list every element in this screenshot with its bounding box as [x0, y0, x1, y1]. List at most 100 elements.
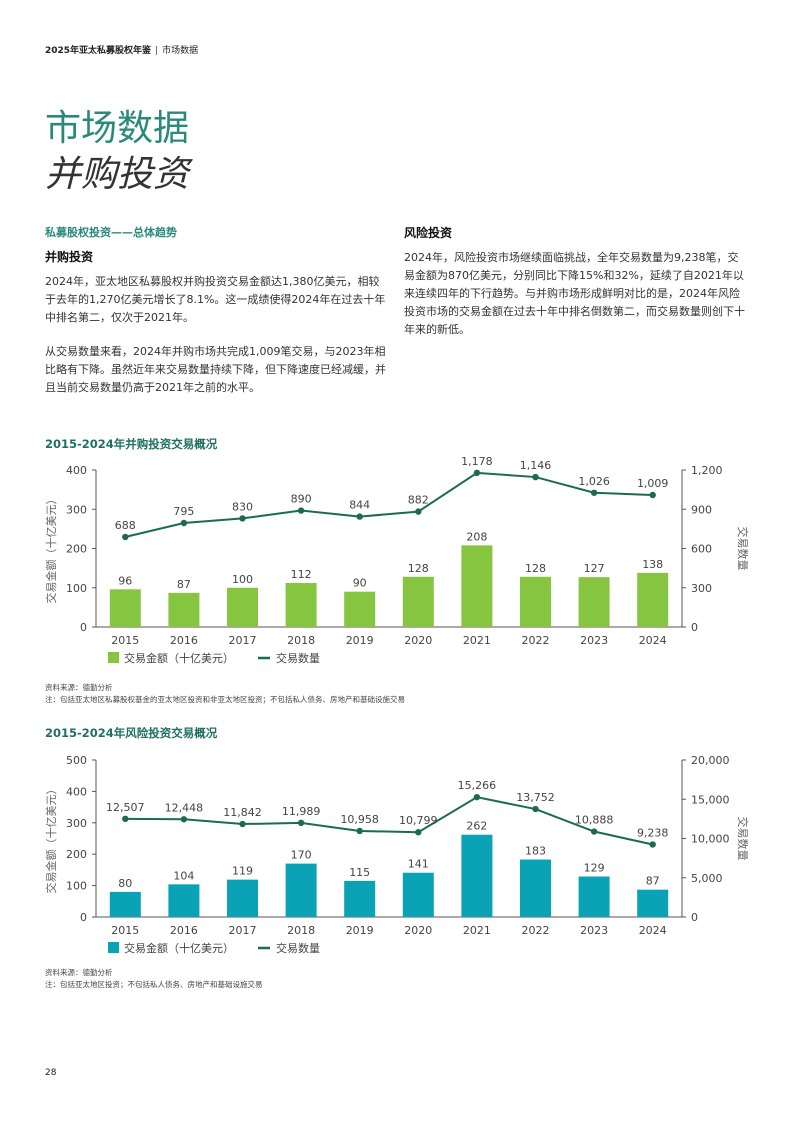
vc-bar-2022: [520, 859, 551, 917]
vc-y2-tick-label: 15,000: [691, 793, 730, 806]
buyout-x-tick-label: 2015: [111, 634, 139, 647]
buyout-chart-note: 注：包括亚太地区私募股权基金的亚太地区投资和非亚太地区投资；不包括私人债务、房地…: [45, 695, 405, 704]
buyout-y2-tick-label: 600: [691, 543, 712, 556]
section-tag: 私募股权投资——总体趋势: [45, 226, 177, 239]
vc-y-tick-label: 400: [66, 785, 87, 798]
vc-count-label-2023: 10,888: [575, 814, 614, 827]
header-book-title: 2025年亚太私募股权年鉴: [45, 46, 152, 56]
vc-count-label-2018: 11,989: [282, 805, 321, 818]
buyout-count-label-2020: 882: [408, 494, 429, 507]
buyout-y2-axis-title: 交易数量: [736, 527, 750, 571]
buyout-x-tick-label: 2021: [463, 634, 491, 647]
buyout-count-label-2024: 1,009: [637, 477, 669, 490]
vc-bar-2018: [285, 863, 317, 917]
vc-chart-title: 2015-2024年风险投资交易概况: [45, 726, 218, 740]
vc-chart-notes: 资料来源：德勤分析 注：包括亚太地区投资；不包括私人债务、房地产和基础设施交易: [45, 967, 263, 991]
vc-y-tick-label: 200: [66, 848, 87, 861]
vc-y2-axis-title: 交易数量: [736, 817, 750, 861]
vc-bar-label-2019: 115: [349, 866, 370, 879]
vc-y-tick-label: 100: [66, 880, 87, 893]
buyout-x-tick-label: 2023: [580, 634, 608, 647]
vc-bar-2024: [637, 889, 669, 917]
buyout-x-tick-label: 2016: [170, 634, 198, 647]
vc-bar-2015: [109, 891, 141, 917]
right-column: 风险投资 2024年，风险投资市场继续面临挑战，全年交易数量为9,238笔，交易…: [404, 224, 749, 355]
buyout-x-tick-label: 2017: [229, 634, 257, 647]
vc-bar-2019: [344, 880, 376, 917]
vc-bar-2017: [227, 879, 258, 917]
vc-y-tick-label: 0: [80, 911, 87, 924]
buyout-count-label-2018: 890: [291, 493, 312, 506]
buyout-legend-line-label: 交易数量: [276, 651, 320, 665]
vc-x-tick-label: 2022: [522, 924, 550, 937]
header-section: 市场数据: [162, 46, 199, 56]
running-header: 2025年亚太私募股权年鉴 | 市场数据: [45, 43, 198, 56]
vc-bar-label-2022: 183: [525, 845, 546, 858]
buyout-y-tick-label: 200: [66, 543, 87, 556]
buyout-bar-label-2017: 100: [232, 573, 253, 586]
buyout-paragraph-1: 2024年，亚太地区私募股权并购投资交易金额达1,380亿美元，相较于去年的1,…: [45, 275, 386, 324]
buyout-y2-tick-label: 900: [691, 503, 712, 516]
buyout-count-label-2019: 844: [349, 499, 370, 512]
buyout-bar-2020: [402, 576, 434, 627]
vc-x-tick-label: 2019: [346, 924, 374, 937]
vc-chart-note: 注：包括亚太地区投资；不包括私人债务、房地产和基础设施交易: [45, 980, 263, 989]
vc-bar-2020: [402, 872, 434, 917]
buyout-x-tick-label: 2018: [287, 634, 315, 647]
page-subtitle: 并购投资: [45, 154, 190, 195]
vc-chart-source: 资料来源：德勤分析: [45, 968, 113, 977]
vc-legend-line-label: 交易数量: [276, 941, 320, 955]
vc-count-point-2024: [649, 841, 656, 848]
buyout-bar-label-2018: 112: [291, 568, 312, 581]
buyout-y2-tick-label: 300: [691, 582, 712, 595]
buyout-bar-label-2019: 90: [353, 577, 367, 590]
vc-bar-label-2016: 104: [173, 869, 194, 882]
buyout-count-line: [125, 471, 653, 538]
buyout-bar-label-2021: 208: [466, 530, 487, 543]
vc-x-tick-label: 2017: [229, 924, 257, 937]
buyout-y2-tick-label: 1,200: [691, 464, 723, 477]
buyout-count-point-2021: [473, 469, 481, 477]
vc-chart: 0 100 200 300 400 500 0 5,000 10,000 15,000 20,000…: [44, 754, 750, 955]
vc-count-point-2021: [473, 793, 481, 801]
buyout-count-point-2019: [356, 513, 363, 520]
buyout-count-point-2020: [415, 508, 422, 515]
buyout-bar-2023: [578, 577, 610, 627]
buyout-count-point-2015: [122, 533, 129, 541]
vc-count-label-2024: 9,238: [637, 826, 669, 839]
buyout-bar-label-2024: 138: [642, 558, 663, 571]
vc-x-tick-label: 2023: [580, 924, 608, 937]
vc-count-point-2019: [356, 827, 363, 835]
buyout-bar-label-2015: 96: [118, 574, 132, 587]
buyout-count-point-2024: [649, 491, 656, 499]
buyout-count-label-2017: 830: [232, 500, 253, 513]
buyout-y-tick-label: 100: [66, 582, 87, 595]
vc-bar-2023: [578, 876, 610, 917]
buyout-y-tick-label: 0: [80, 621, 87, 634]
vc-count-point-2018: [297, 819, 305, 827]
vc-paragraph: 2024年，风险投资市场继续面临挑战，全年交易数量为9,238笔，交易金额为87…: [404, 251, 745, 336]
buyout-x-tick-label: 2024: [639, 634, 667, 647]
vc-y2-tick-label: 5,000: [691, 872, 723, 885]
buyout-bar-2022: [520, 576, 551, 627]
buyout-y2-tick-label: 0: [691, 621, 698, 634]
buyout-bar-label-2016: 87: [177, 578, 191, 591]
buyout-x-tick-label: 2022: [522, 634, 550, 647]
vc-count-label-2019: 10,958: [340, 813, 379, 826]
buyout-legend-bar-swatch: [108, 652, 119, 663]
buyout-chart-source: 资料来源：德勤分析: [45, 683, 113, 692]
buyout-y-tick-label: 300: [66, 503, 87, 516]
vc-bar-label-2015: 80: [118, 877, 132, 890]
vc-count-label-2016: 12,448: [165, 801, 204, 814]
buyout-y-tick-label: 400: [66, 464, 87, 477]
vc-bar-label-2024: 87: [646, 875, 660, 888]
vc-legend-bar-swatch: [108, 942, 119, 953]
vc-x-tick-label: 2024: [639, 924, 667, 937]
vc-count-point-2016: [180, 816, 188, 823]
buyout-bar-2015: [109, 589, 141, 627]
buyout-bar-label-2022: 128: [525, 562, 546, 575]
vc-bar-2021: [461, 834, 493, 917]
buyout-count-label-2022: 1,146: [520, 459, 552, 472]
vc-heading: 风险投资: [404, 226, 453, 240]
vc-count-point-2023: [590, 828, 598, 835]
